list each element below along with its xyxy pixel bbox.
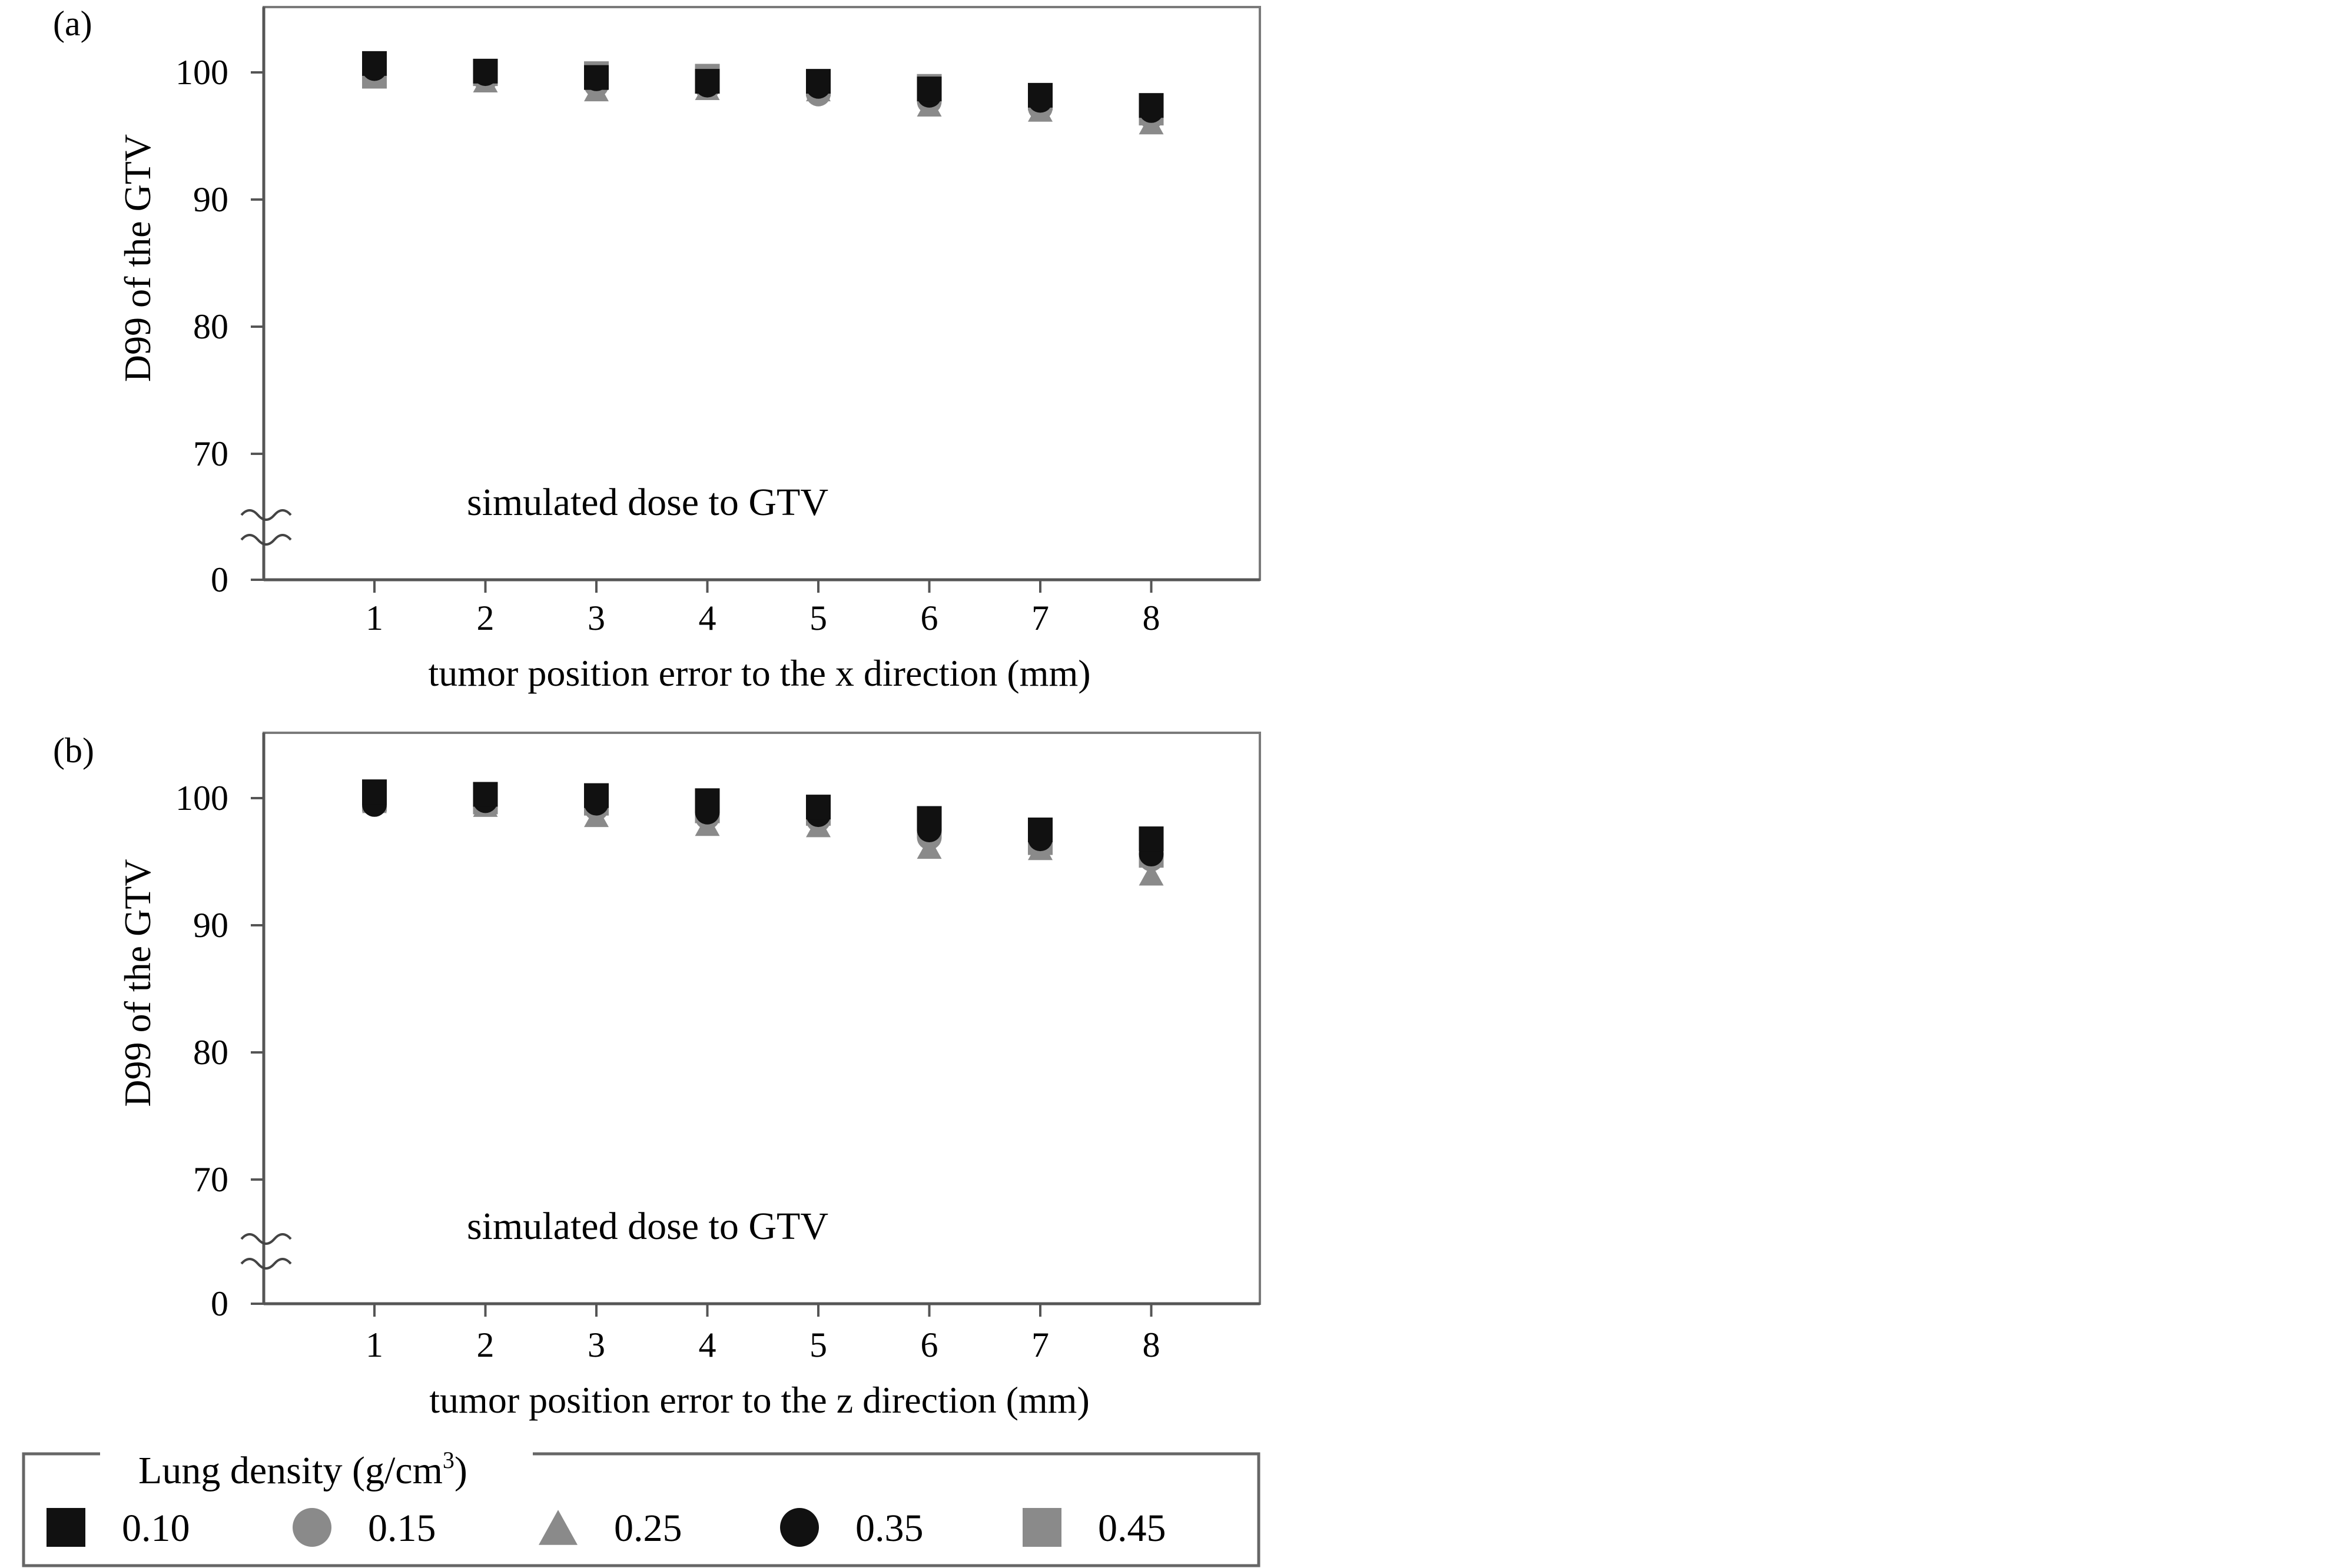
y-tick-label: 100 <box>175 779 228 818</box>
series-0.10 <box>362 51 1164 118</box>
panel-label: (b) <box>53 731 94 770</box>
x-tick-label: 2 <box>477 599 495 637</box>
x-tick-label: 7 <box>1031 599 1049 637</box>
data-point <box>473 782 498 807</box>
data-point <box>473 58 498 84</box>
legend-label: 0.25 <box>614 1507 682 1550</box>
legend-item-0.10: 0.10 <box>47 1507 190 1550</box>
data-point <box>806 795 831 820</box>
y-axis-label: D99 of the GTV <box>117 134 158 382</box>
x-tick-label: 8 <box>1143 1326 1160 1364</box>
y-tick-label: 70 <box>193 434 228 473</box>
data-point <box>362 51 387 76</box>
y-axis-label: D99 of the GTV <box>117 859 158 1107</box>
data-point <box>1028 818 1053 842</box>
legend-marker <box>293 1508 331 1547</box>
data-point <box>695 69 720 94</box>
data-point <box>1139 863 1164 886</box>
x-tick-label: 2 <box>477 1326 495 1364</box>
axis-break-icon <box>240 509 292 546</box>
axis-break-icon <box>240 1233 292 1270</box>
y-tick-label: 70 <box>193 1160 228 1199</box>
data-point <box>695 788 720 813</box>
legend-label: 0.35 <box>855 1507 924 1550</box>
y-tick-label: 0 <box>211 560 228 599</box>
x-tick-label: 6 <box>921 599 938 637</box>
x-tick-label: 7 <box>1031 1326 1049 1364</box>
legend-label: 0.15 <box>368 1507 436 1550</box>
x-tick-label: 5 <box>809 1326 827 1364</box>
data-point <box>1028 82 1053 108</box>
data-point <box>917 77 942 102</box>
y-tick-label: 90 <box>193 180 228 219</box>
legend-marker <box>780 1508 819 1547</box>
y-tick-label: 0 <box>211 1284 228 1323</box>
legend-marker <box>1023 1508 1061 1547</box>
panel-label: (a) <box>53 4 92 43</box>
chart-panel-b: 0 70 80 90 100 1 2 3 4 5 6 7 8 (b) D99 of the GTV tumor… <box>53 731 1261 1421</box>
data-points <box>362 51 1164 135</box>
legend-item-0.45: 0.45 <box>1023 1507 1166 1550</box>
x-tick-label: 3 <box>588 599 605 637</box>
x-tick-label: 4 <box>699 1326 716 1364</box>
legend-title: Lung density (g/cm3) <box>138 1447 467 1492</box>
x-tick-label: 3 <box>588 1326 605 1364</box>
x-tick-label: 4 <box>699 599 716 637</box>
x-tick-label: 5 <box>809 599 827 637</box>
legend-item-0.35: 0.35 <box>780 1507 924 1550</box>
x-tick-label: 1 <box>366 599 383 637</box>
data-point <box>584 805 609 828</box>
data-point <box>584 783 609 808</box>
legend-marker <box>47 1508 85 1547</box>
data-point <box>806 69 831 94</box>
data-point <box>917 836 942 859</box>
data-point <box>1139 826 1164 852</box>
y-tick-label: 100 <box>175 53 228 92</box>
data-point <box>917 806 942 831</box>
x-axis-label: tumor position error to the z direction … <box>429 1379 1090 1421</box>
series-0.10 <box>362 779 1164 852</box>
chart-panel-a: 0 70 80 90 100 1 2 3 4 5 6 7 8 (a) D99 of the GTV tumor… <box>53 4 1261 694</box>
data-points <box>362 779 1164 886</box>
legend-label: 0.10 <box>122 1507 190 1550</box>
chart-annotation: simulated dose to GTV <box>467 481 828 524</box>
legend-marker <box>539 1510 578 1545</box>
x-axis-label: tumor position error to the x direction … <box>428 652 1090 694</box>
y-tick-label: 80 <box>193 1033 228 1072</box>
chart-annotation: simulated dose to GTV <box>467 1205 828 1248</box>
y-tick-label: 80 <box>193 307 228 346</box>
data-point <box>1139 112 1164 135</box>
legend-item-0.25: 0.25 <box>539 1507 682 1550</box>
y-tick-label: 90 <box>193 906 228 945</box>
legend-frame <box>22 1452 1260 1567</box>
data-point <box>695 813 720 836</box>
data-point <box>1139 93 1164 118</box>
legend-label: 0.45 <box>1098 1507 1166 1550</box>
x-tick-label: 1 <box>366 1326 383 1364</box>
x-tick-label: 8 <box>1143 599 1160 637</box>
legend: Lung density (g/cm3) 0.10 0.15 0.25 0.35 0.45 <box>22 1447 1260 1567</box>
data-point <box>584 65 609 90</box>
legend-item-0.15: 0.15 <box>293 1507 436 1550</box>
x-tick-label: 6 <box>921 1326 938 1364</box>
data-point <box>362 779 387 805</box>
